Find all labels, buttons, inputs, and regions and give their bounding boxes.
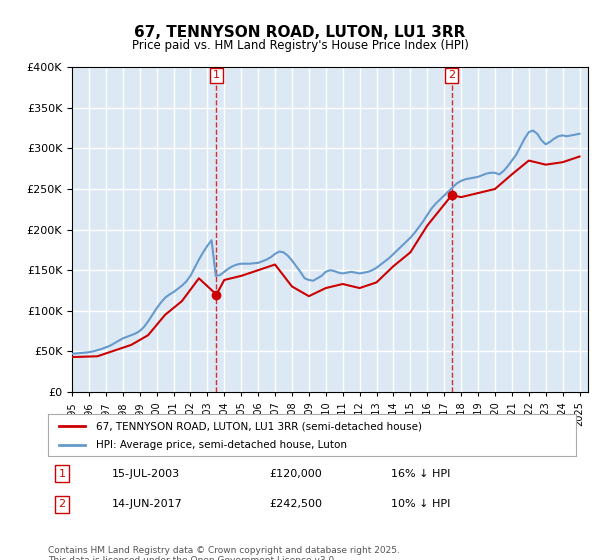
Text: 15-JUL-2003: 15-JUL-2003: [112, 469, 179, 479]
Text: 1: 1: [213, 71, 220, 80]
Text: £242,500: £242,500: [270, 500, 323, 510]
Text: 10% ↓ HPI: 10% ↓ HPI: [391, 500, 451, 510]
Text: HPI: Average price, semi-detached house, Luton: HPI: Average price, semi-detached house,…: [95, 440, 347, 450]
Text: Contains HM Land Registry data © Crown copyright and database right 2025.
This d: Contains HM Land Registry data © Crown c…: [48, 546, 400, 560]
Text: £120,000: £120,000: [270, 469, 323, 479]
Text: 16% ↓ HPI: 16% ↓ HPI: [391, 469, 451, 479]
Text: Price paid vs. HM Land Registry's House Price Index (HPI): Price paid vs. HM Land Registry's House …: [131, 39, 469, 52]
Text: 14-JUN-2017: 14-JUN-2017: [112, 500, 182, 510]
Text: 67, TENNYSON ROAD, LUTON, LU1 3RR: 67, TENNYSON ROAD, LUTON, LU1 3RR: [134, 25, 466, 40]
Text: 1: 1: [59, 469, 65, 479]
Text: 67, TENNYSON ROAD, LUTON, LU1 3RR (semi-detached house): 67, TENNYSON ROAD, LUTON, LU1 3RR (semi-…: [95, 421, 422, 431]
Text: 2: 2: [59, 500, 65, 510]
Text: 2: 2: [448, 71, 455, 80]
